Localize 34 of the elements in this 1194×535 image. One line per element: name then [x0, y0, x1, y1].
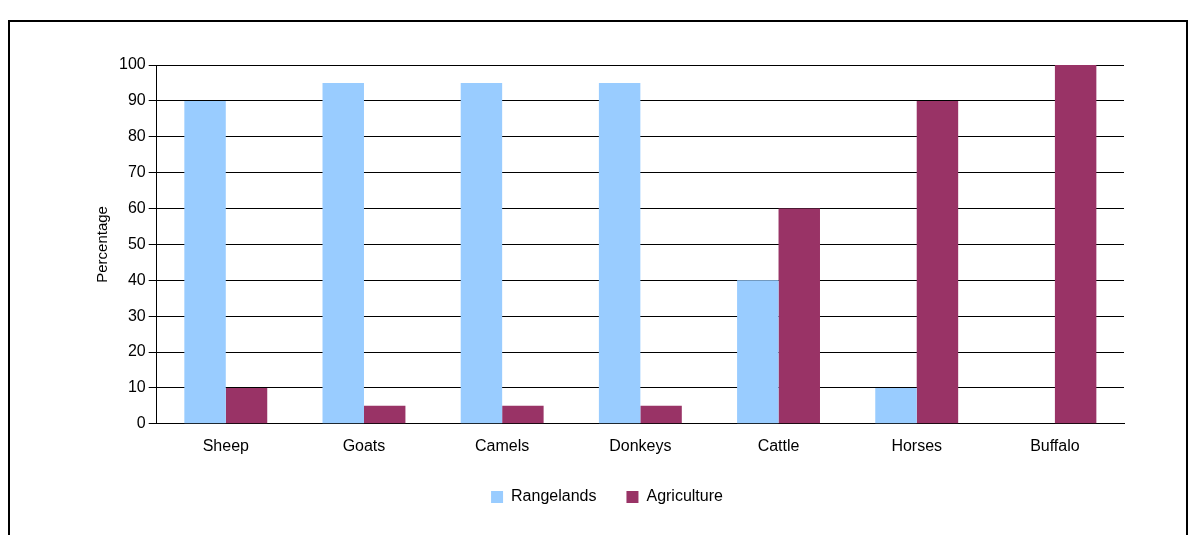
- y-tick-label: 100: [118, 55, 146, 73]
- x-tick-label: Cattle: [757, 436, 800, 454]
- y-tick-label: 60: [127, 198, 146, 216]
- bar: [737, 280, 779, 424]
- bar: [322, 82, 364, 424]
- bar: [184, 100, 226, 424]
- bar: [875, 387, 917, 424]
- x-tick-label: Buffalo: [1030, 436, 1080, 454]
- bar: [225, 387, 268, 424]
- bar: [1054, 65, 1097, 424]
- bar: [778, 208, 820, 424]
- x-tick-label: Goats: [342, 436, 386, 454]
- x-tick-label: Horses: [891, 436, 943, 454]
- bar: [598, 82, 641, 424]
- y-tick-label: 50: [127, 234, 146, 252]
- y-tick-label: 30: [127, 306, 146, 324]
- bar: [502, 405, 544, 424]
- y-tick-label: 20: [127, 342, 146, 360]
- x-tick-label: Camels: [475, 436, 530, 454]
- y-tick-label: 70: [127, 163, 146, 181]
- y-tick-label: 10: [127, 378, 146, 396]
- y-tick-label: 80: [127, 127, 146, 145]
- bar: [640, 405, 682, 424]
- y-axis-title: Percentage: [93, 206, 111, 283]
- legend-label: Agriculture: [646, 487, 724, 505]
- bar: [916, 100, 959, 424]
- y-tick-label: 0: [136, 414, 146, 432]
- x-tick-label: Sheep: [202, 436, 250, 454]
- bar: [363, 405, 406, 424]
- legend-label: Rangelands: [511, 487, 597, 505]
- y-tick-label: 90: [127, 91, 146, 109]
- x-tick-label: Donkeys: [609, 436, 672, 454]
- y-tick-label: 40: [127, 270, 146, 288]
- bar: [460, 82, 503, 424]
